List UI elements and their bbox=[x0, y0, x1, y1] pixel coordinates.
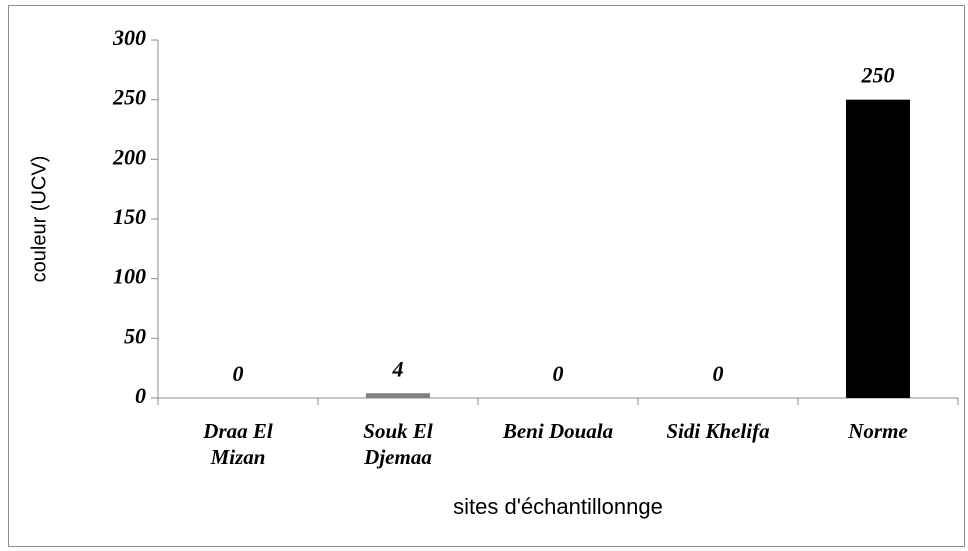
y-tick-label: 150 bbox=[113, 204, 146, 229]
x-tick-label: Draa El Mizan bbox=[203, 419, 273, 469]
value-label: 0 bbox=[553, 361, 564, 386]
value-label: 0 bbox=[233, 361, 244, 386]
value-label: 250 bbox=[861, 63, 895, 88]
bar bbox=[366, 393, 430, 398]
x-tick-label: Beni Douala bbox=[502, 419, 614, 443]
y-tick-label: 50 bbox=[124, 323, 146, 348]
y-tick-label: 100 bbox=[113, 264, 146, 289]
y-tick-label: 0 bbox=[135, 383, 146, 408]
x-tick-label: Norme bbox=[848, 419, 908, 443]
y-axis-label: couleur (UCV) bbox=[28, 156, 50, 283]
x-axis-label: sites d'échantillonnge bbox=[453, 494, 663, 519]
bar bbox=[846, 99, 910, 399]
y-tick-label: 250 bbox=[112, 85, 146, 110]
value-label: 4 bbox=[392, 356, 404, 381]
value-label: 0 bbox=[713, 361, 724, 386]
y-tick-label: 300 bbox=[112, 25, 146, 50]
x-tick-label: Souk El Djemaa bbox=[363, 419, 433, 469]
y-tick-label: 200 bbox=[112, 144, 146, 169]
x-tick-label: Sidi Khelifa bbox=[666, 419, 770, 443]
chart-frame bbox=[8, 5, 965, 547]
